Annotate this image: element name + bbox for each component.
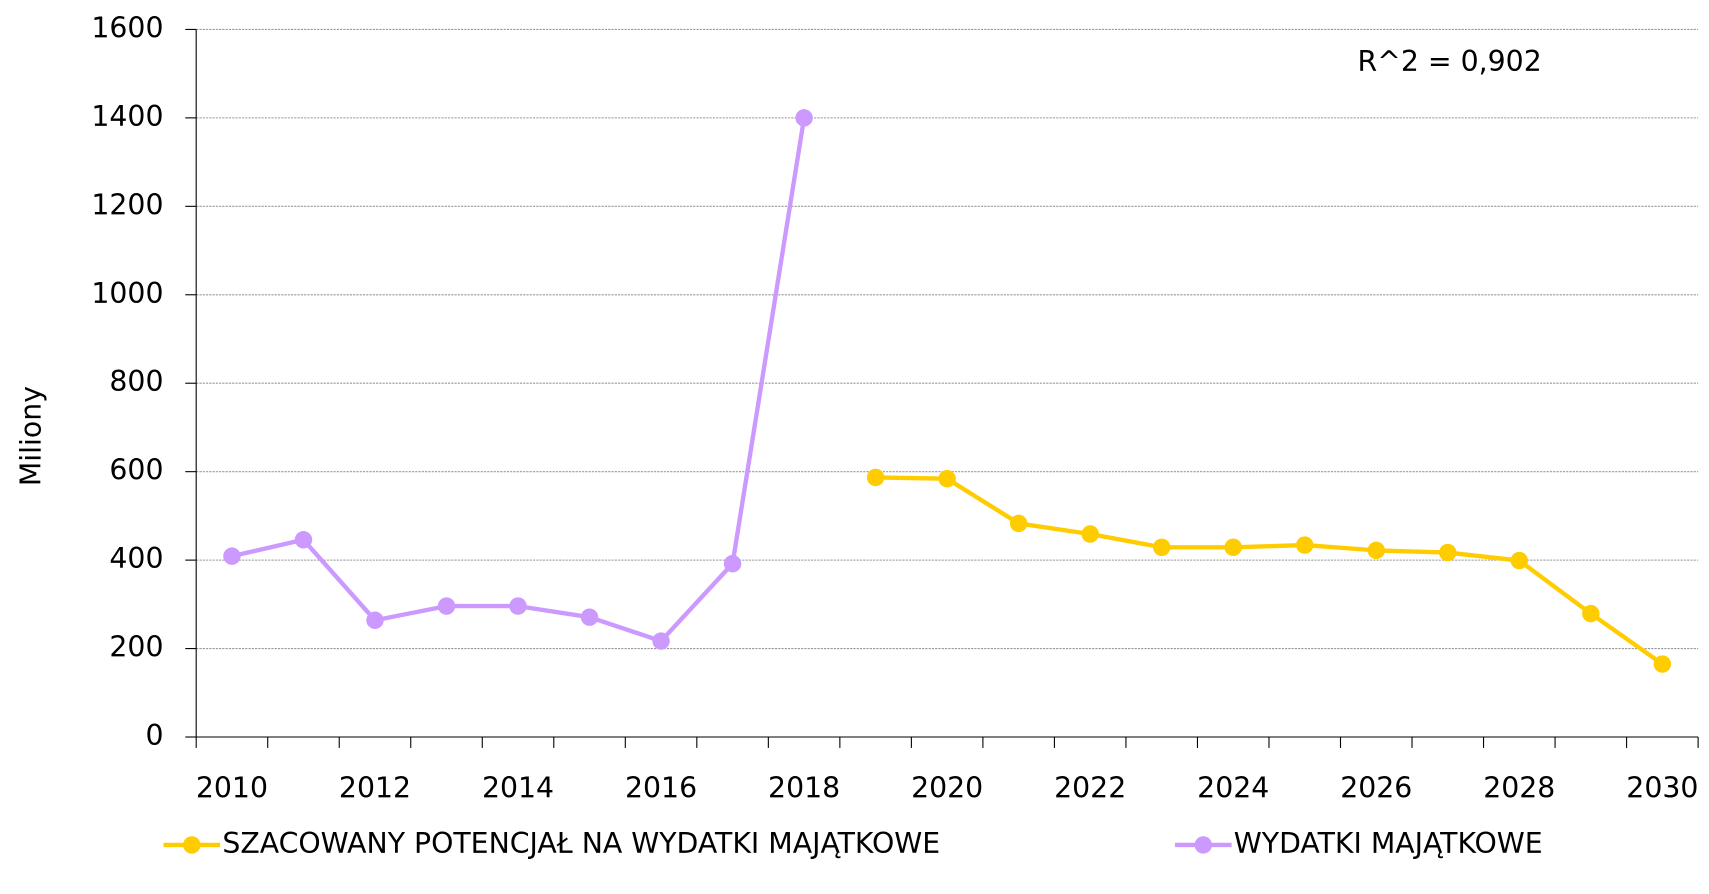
x-tick-label: 2030	[1626, 771, 1698, 804]
y-tick-label: 200	[109, 631, 163, 664]
x-tick-label: 2024	[1197, 771, 1269, 804]
x-tick-label: 2014	[482, 771, 554, 804]
x-tick-label: 2018	[768, 771, 840, 804]
point	[509, 597, 527, 615]
point	[1653, 655, 1672, 673]
point	[437, 597, 456, 615]
point	[723, 554, 742, 573]
y-tick-label: 1400	[91, 100, 163, 133]
point	[580, 608, 599, 626]
y-tick-label: 0	[145, 719, 163, 752]
legend-label: SZACOWANY POTENCJAŁ NA WYDATKI MAJĄTKOWE	[222, 827, 940, 860]
point	[1439, 543, 1457, 562]
y-tick-label: 1600	[91, 11, 163, 44]
point	[1582, 604, 1600, 623]
point	[1224, 538, 1242, 557]
x-tick-label: 2028	[1483, 771, 1555, 804]
legend-label: WYDATKI MAJĄTKOWE	[1234, 827, 1543, 860]
point	[938, 470, 956, 488]
y-tick-label: 1000	[91, 277, 163, 310]
point	[223, 547, 241, 565]
x-tick-label: 2026	[1340, 771, 1412, 804]
y-tick-label: 600	[109, 454, 163, 487]
point	[795, 109, 813, 127]
point	[1081, 525, 1099, 543]
x-tick-label: 2012	[339, 771, 411, 804]
point	[1152, 538, 1171, 557]
y-axis-label: Miliony	[15, 386, 48, 486]
legend-marker	[1194, 836, 1212, 854]
y-tick-label: 400	[109, 542, 163, 575]
point	[1367, 541, 1385, 560]
x-tick-label: 2022	[1054, 771, 1126, 804]
point	[1296, 536, 1314, 554]
x-tick-label: 2010	[196, 771, 268, 804]
point	[652, 632, 670, 650]
x-tick-label: 2020	[911, 771, 983, 804]
point	[294, 531, 313, 549]
point	[1510, 551, 1529, 570]
series-line	[875, 475, 1664, 666]
legend-marker	[183, 836, 201, 854]
point	[366, 611, 384, 629]
point	[1009, 514, 1028, 533]
point	[866, 468, 885, 487]
y-tick-label: 800	[109, 365, 163, 398]
x-tick-label: 2016	[625, 771, 697, 804]
series-line	[231, 117, 807, 644]
annotation: R^2 = 0,902	[1357, 45, 1541, 78]
y-tick-label: 1200	[91, 188, 163, 221]
